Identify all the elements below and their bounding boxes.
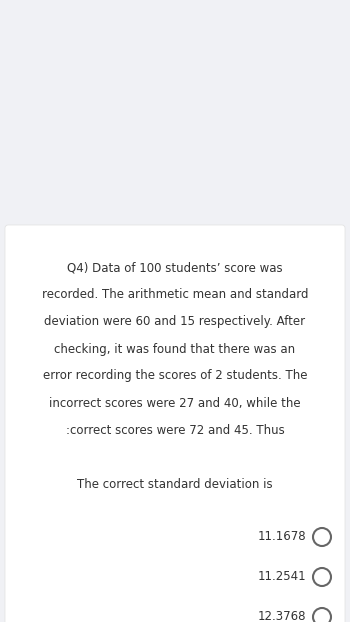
Text: recorded. The arithmetic mean and standard: recorded. The arithmetic mean and standa…: [42, 289, 308, 302]
Text: 12.3768: 12.3768: [258, 611, 306, 622]
Text: :correct scores were 72 and 45. Thus: :correct scores were 72 and 45. Thus: [66, 424, 284, 437]
Text: 11.2541: 11.2541: [257, 570, 306, 583]
Text: deviation were 60 and 15 respectively. After: deviation were 60 and 15 respectively. A…: [44, 315, 306, 328]
Text: checking, it was found that there was an: checking, it was found that there was an: [55, 343, 295, 356]
Text: The correct standard deviation is: The correct standard deviation is: [77, 478, 273, 491]
Text: error recording the scores of 2 students. The: error recording the scores of 2 students…: [43, 369, 307, 383]
Text: incorrect scores were 27 and 40, while the: incorrect scores were 27 and 40, while t…: [49, 396, 301, 409]
Text: Q4) Data of 100 students’ score was: Q4) Data of 100 students’ score was: [67, 261, 283, 274]
FancyBboxPatch shape: [5, 225, 345, 622]
Text: 11.1678: 11.1678: [257, 531, 306, 544]
